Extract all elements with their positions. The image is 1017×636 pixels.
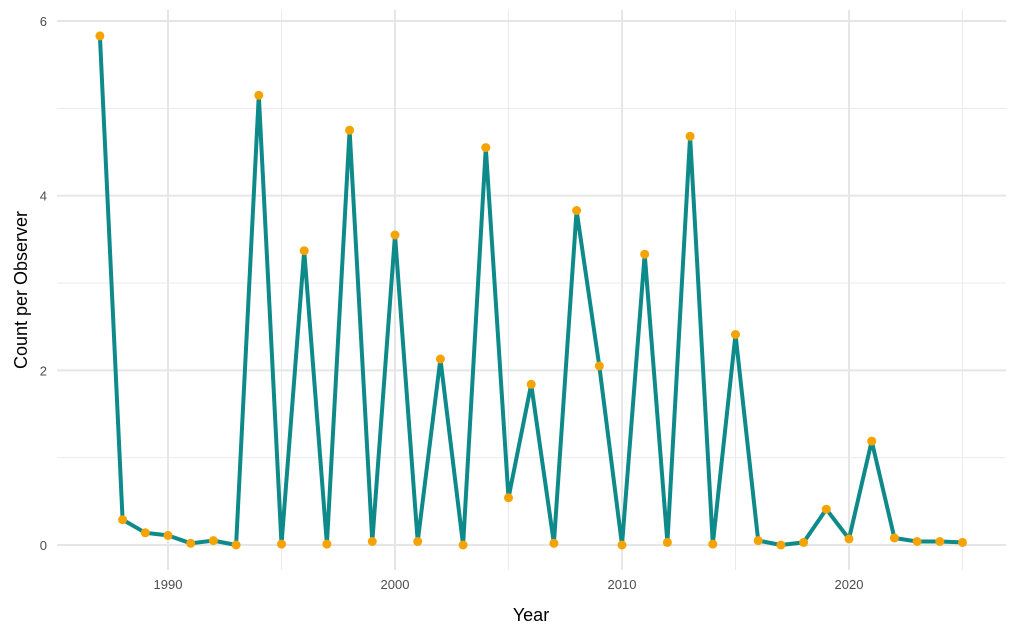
data-point xyxy=(435,354,445,364)
data-point xyxy=(594,361,604,371)
y-tick-label: 2 xyxy=(40,363,47,378)
data-point xyxy=(958,537,967,547)
data-point xyxy=(345,125,355,135)
data-point xyxy=(549,538,559,548)
data-point xyxy=(322,539,332,549)
data-point xyxy=(208,536,218,546)
data-point xyxy=(254,90,264,100)
data-point xyxy=(367,537,377,546)
data-point xyxy=(776,540,786,550)
data-point xyxy=(662,537,672,547)
y-tick-label: 6 xyxy=(40,14,47,29)
data-point xyxy=(912,537,922,546)
x-axis-title: Year xyxy=(513,605,549,625)
data-point xyxy=(95,31,105,41)
data-point xyxy=(526,379,536,389)
data-point xyxy=(118,515,128,525)
x-axis-tick-labels: 1990 2000 2010 2020 xyxy=(154,577,864,592)
data-point xyxy=(504,493,513,503)
data-point xyxy=(299,246,309,256)
data-point xyxy=(753,536,763,546)
major-gridlines xyxy=(57,10,1006,570)
data-point xyxy=(935,537,945,546)
data-point xyxy=(844,534,854,544)
data-point xyxy=(277,539,286,549)
data-point xyxy=(640,249,650,259)
data-point xyxy=(889,533,899,543)
data-point xyxy=(390,230,400,240)
data-point xyxy=(163,530,173,540)
series-line xyxy=(97,33,965,547)
data-point xyxy=(617,540,627,550)
data-point xyxy=(731,330,740,339)
y-tick-label: 4 xyxy=(40,189,47,204)
minor-gridlines xyxy=(57,10,1006,570)
data-point xyxy=(231,540,241,550)
y-tick-label: 0 xyxy=(40,538,47,553)
data-point xyxy=(186,538,196,548)
data-point xyxy=(458,540,468,550)
data-point xyxy=(140,528,150,538)
data-point xyxy=(481,143,491,153)
x-tick-label: 1990 xyxy=(154,577,183,592)
data-point xyxy=(799,537,809,547)
data-point xyxy=(821,504,831,514)
data-point xyxy=(685,131,695,141)
series-points xyxy=(95,31,967,550)
x-tick-label: 2020 xyxy=(835,577,864,592)
x-tick-label: 2000 xyxy=(381,577,410,592)
y-axis-title: Count per Observer xyxy=(11,211,31,369)
data-point xyxy=(867,436,877,446)
data-point xyxy=(413,537,423,546)
y-axis-tick-labels: 0 2 4 6 xyxy=(40,14,47,553)
x-tick-label: 2010 xyxy=(608,577,637,592)
data-point xyxy=(572,206,582,215)
data-point xyxy=(708,539,718,549)
